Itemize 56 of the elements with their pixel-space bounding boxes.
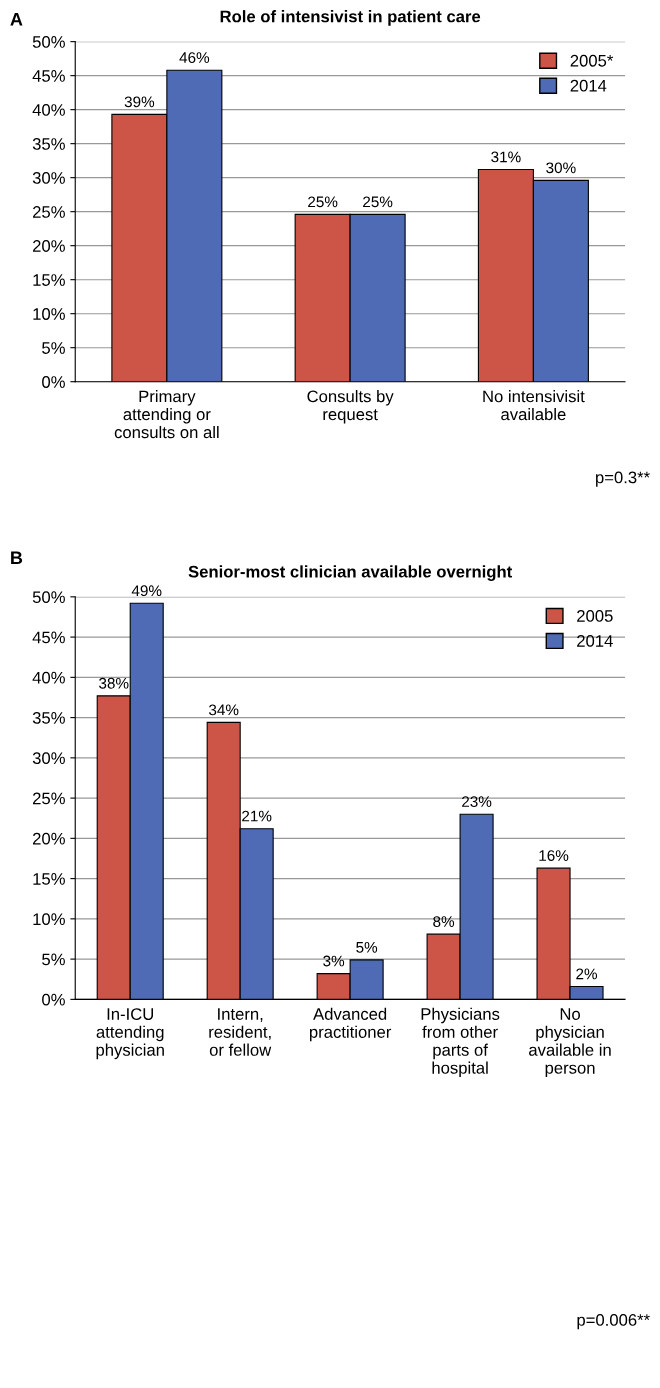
data-label: 31% <box>491 151 521 163</box>
data-label: 39% <box>124 96 155 108</box>
y-tick-label: 10% <box>33 913 65 926</box>
data-label: 30% <box>546 162 576 174</box>
data-label: 25% <box>308 196 338 208</box>
legend-label: 2014 <box>570 79 607 92</box>
y-tick-label: 45% <box>32 631 65 644</box>
y-tick-label: 15% <box>33 873 65 885</box>
y-tick-label: 5% <box>42 953 65 966</box>
y-tick-label: 40% <box>32 104 65 116</box>
y-tick-label: 10% <box>33 308 65 320</box>
legend-label: 2005* <box>570 54 614 67</box>
data-label: 21% <box>242 810 272 822</box>
data-label: 25% <box>363 196 393 208</box>
y-tick-label: 20% <box>33 240 65 252</box>
y-tick-label: 15% <box>33 274 65 286</box>
y-tick-label: 30% <box>32 172 65 184</box>
x-tick-label: Consults by request <box>307 390 394 424</box>
y-tick-label: 35% <box>32 138 65 150</box>
data-label: 38% <box>99 677 129 689</box>
x-tick-label: No physician available in person <box>529 1008 611 1078</box>
y-tick-label: 5% <box>42 342 65 354</box>
x-tick-label: No intensivisit available <box>483 390 585 421</box>
y-tick-label: 45% <box>32 70 65 82</box>
y-tick-label: 0% <box>42 376 65 388</box>
data-label: 2% <box>576 968 598 980</box>
data-label: 23% <box>462 796 492 808</box>
chart-title: Senior-most clinician available overnight <box>188 565 513 581</box>
y-tick-label: 50% <box>32 591 65 604</box>
data-label: 49% <box>131 585 162 597</box>
x-tick-label: Advanced practitioner <box>309 1007 392 1042</box>
x-tick-label: Intern, resident, or fellow <box>209 1008 272 1056</box>
x-tick-label: Physicians from other parts of hospital <box>421 1007 500 1078</box>
data-label: 46% <box>179 52 210 64</box>
data-label: 8% <box>433 916 455 927</box>
data-label: 3% <box>323 955 345 967</box>
chart-title: Role of intensivist in patient care <box>220 10 481 26</box>
text: p=0.006** <box>577 1314 650 1330</box>
x-tick-label: Primary attending or consults on all <box>114 390 219 439</box>
y-tick-label: 20% <box>33 832 65 845</box>
y-tick-label: 25% <box>33 792 65 805</box>
y-tick-label: 35% <box>32 712 65 724</box>
y-tick-label: 0% <box>42 993 65 1006</box>
text: B <box>11 551 23 565</box>
text: p=0.3** <box>596 471 650 487</box>
data-label: 5% <box>356 941 378 953</box>
y-tick-label: 25% <box>33 206 65 218</box>
data-label: 34% <box>208 704 239 716</box>
legend-label: 2014 <box>577 634 613 647</box>
text: A <box>10 13 23 26</box>
legend-label: 2005 <box>577 610 613 622</box>
y-tick-label: 50% <box>32 36 65 48</box>
data-label: 16% <box>539 850 569 861</box>
y-tick-label: 30% <box>32 752 65 765</box>
y-tick-label: 40% <box>32 671 65 684</box>
x-tick-label: In-ICU attending physician <box>96 1008 164 1060</box>
